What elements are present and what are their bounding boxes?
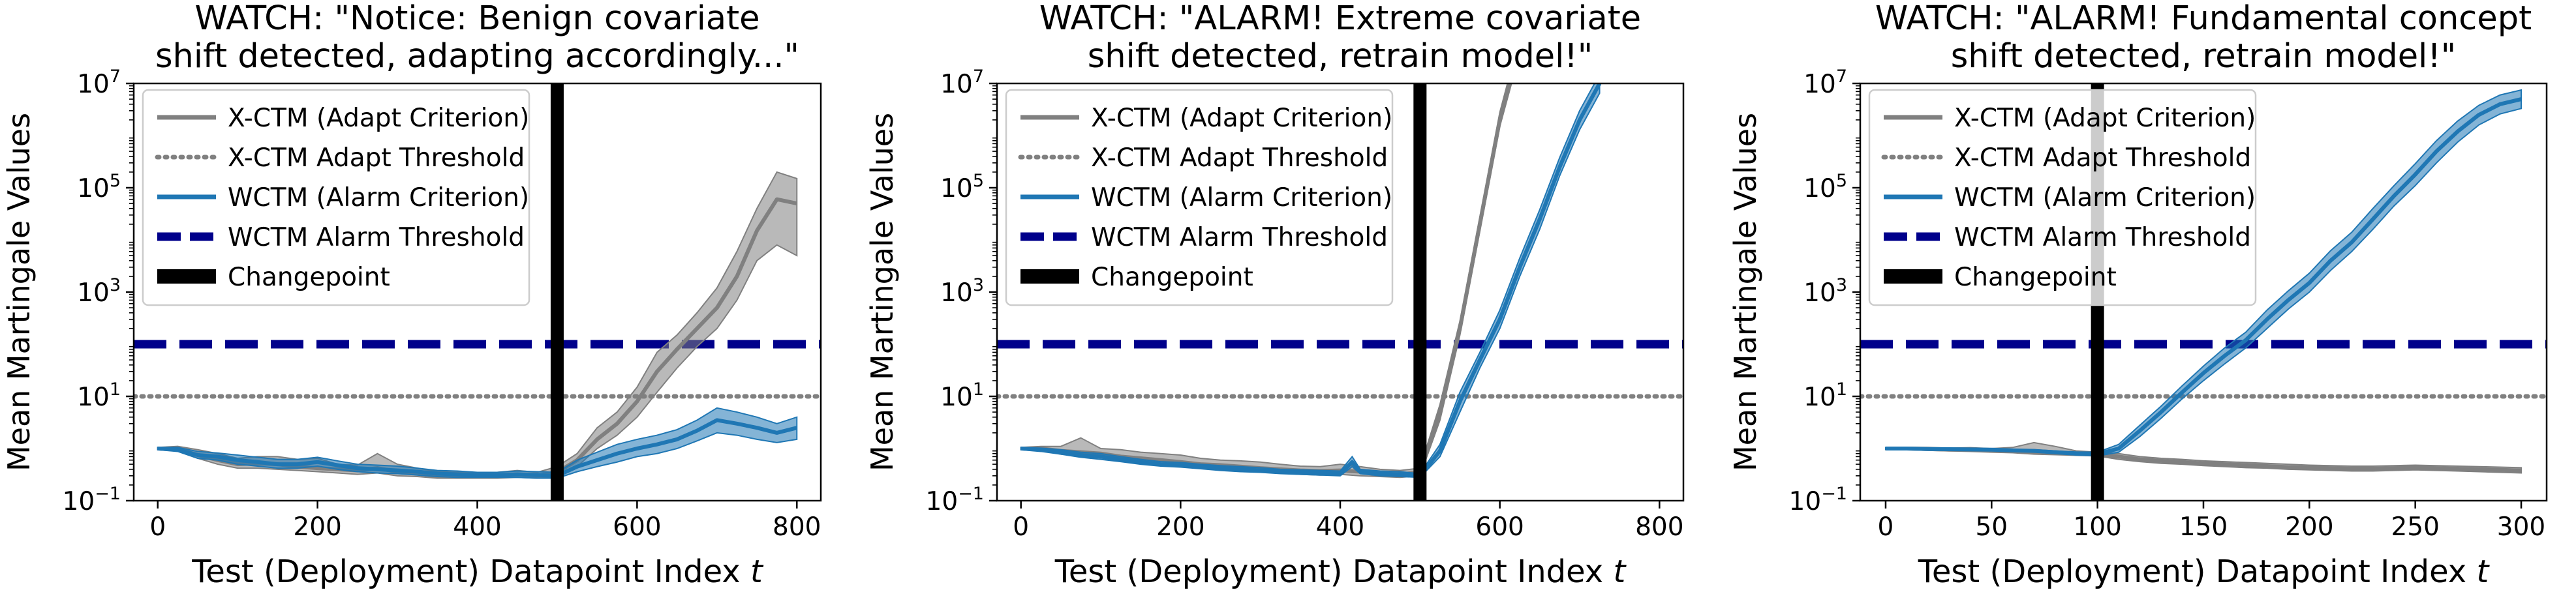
y-tick-label: 103 xyxy=(940,275,984,308)
y-tick-label: 101 xyxy=(940,379,984,412)
y-tick-label: 105 xyxy=(1803,171,1847,203)
y-tick-label: 103 xyxy=(1803,275,1847,308)
xctm-series-line xyxy=(1885,447,2522,473)
x-tick-label: 200 xyxy=(2285,512,2333,542)
x-tick-label: 300 xyxy=(2497,512,2545,542)
x-tick-label: 400 xyxy=(1316,512,1364,542)
legend-entry-label: X-CTM (Adapt Criterion) xyxy=(1954,104,2256,133)
y-tick-label: 101 xyxy=(1803,379,1847,412)
x-tick-label: 0 xyxy=(149,512,166,542)
legend-entry-label: WCTM (Alarm Criterion) xyxy=(1954,183,2256,213)
plot-area xyxy=(997,83,1683,501)
chart-panel-2: 0 200 400 600 800 10−1 101 103 105 107 Test (Deplo… xyxy=(865,0,1685,590)
legend-entry-label: Changepoint xyxy=(1091,263,1253,292)
y-tick-label: 107 xyxy=(77,66,121,99)
x-tick-label: 200 xyxy=(293,512,341,542)
legend-box xyxy=(142,89,530,306)
x-tick-label: 150 xyxy=(2179,512,2228,542)
x-tick-label: 0 xyxy=(1878,512,1894,542)
chart-title-line: shift detected, retrain model!" xyxy=(1951,37,2457,76)
y-tick-label: 105 xyxy=(940,171,984,203)
chart-panel-1: 0 200 400 600 800 10−1 101 103 105 107 Test (Deplo… xyxy=(1,0,822,590)
y-tick-label: 107 xyxy=(1803,66,1847,99)
y-tick-label: 105 xyxy=(77,171,121,203)
legend-entry-label: WCTM (Alarm Criterion) xyxy=(1091,183,1392,213)
legend: X-CTM (Adapt Criterion) X-CTM Adapt Thres… xyxy=(1868,89,2257,306)
y-axis-label: Mean Martingale Values xyxy=(1728,113,1763,471)
y-tick-label: 10−1 xyxy=(1789,484,1847,516)
x-tick-label: 600 xyxy=(613,512,661,542)
x-tick-label: 0 xyxy=(1013,512,1029,542)
legend-entry-label: WCTM Alarm Threshold xyxy=(1954,223,2251,252)
x-tick-label: 250 xyxy=(2391,512,2439,542)
x-tick-label: 600 xyxy=(1475,512,1524,542)
chart-title-line: shift detected, retrain model!" xyxy=(1088,37,1593,76)
legend: X-CTM (Adapt Criterion) X-CTM Adapt Thres… xyxy=(1005,89,1394,306)
legend-entry-label: X-CTM (Adapt Criterion) xyxy=(228,104,529,133)
x-axis-label: Test (Deployment) Datapoint Index t xyxy=(191,553,764,590)
legend-entry-label: Changepoint xyxy=(1954,263,2117,292)
legend-entry-label: WCTM Alarm Threshold xyxy=(1091,223,1388,252)
y-tick-label: 103 xyxy=(77,275,121,308)
x-tick-label: 800 xyxy=(1635,512,1683,542)
y-axis-label: Mean Martingale Values xyxy=(1,113,37,471)
wctm-confidence-band xyxy=(1020,83,1601,479)
chart-title-line: shift detected, adapting accordingly..." xyxy=(155,37,799,76)
wctm-series-line xyxy=(1885,97,2522,456)
y-tick-label: 101 xyxy=(77,379,121,412)
legend-entry-label: WCTM (Alarm Criterion) xyxy=(228,183,529,213)
legend-entry-label: X-CTM Adapt Threshold xyxy=(228,143,525,173)
legend-box xyxy=(1868,89,2257,306)
y-tick-label: 107 xyxy=(940,66,984,99)
legend-entry-label: X-CTM (Adapt Criterion) xyxy=(1091,104,1392,133)
wctm-series-line xyxy=(1020,83,1602,478)
chart-panel-3: 0 50 100 150 200 250 300 10−1 101 103 105 107 Test (… xyxy=(1728,0,2548,590)
y-tick-label: 10−1 xyxy=(926,484,984,516)
wctm-series-line xyxy=(157,418,798,478)
legend-entry-label: WCTM Alarm Threshold xyxy=(228,223,525,252)
x-axis-label: Test (Deployment) Datapoint Index t xyxy=(1054,553,1627,590)
legend: X-CTM (Adapt Criterion) X-CTM Adapt Thres… xyxy=(142,89,530,306)
x-tick-label: 400 xyxy=(453,512,501,542)
legend-entry-label: X-CTM Adapt Threshold xyxy=(1091,143,1388,173)
x-tick-label: 200 xyxy=(1156,512,1204,542)
legend-entry-label: X-CTM Adapt Threshold xyxy=(1954,143,2251,173)
chart-title-line: WATCH: "ALARM! Extreme covariate xyxy=(1039,0,1641,38)
plot-area xyxy=(134,83,821,501)
legend-box xyxy=(1005,89,1394,306)
x-tick-label: 100 xyxy=(2073,512,2121,542)
y-axis-label: Mean Martingale Values xyxy=(865,113,900,471)
x-tick-label: 800 xyxy=(773,512,821,542)
chart-title-line: WATCH: "Notice: Benign covariate xyxy=(194,0,759,38)
legend-entry-label: Changepoint xyxy=(228,263,390,292)
y-tick-label: 10−1 xyxy=(63,484,121,516)
x-axis-label: Test (Deployment) Datapoint Index t xyxy=(1918,553,2491,590)
chart-title-line: WATCH: "ALARM! Fundamental concept xyxy=(1875,0,2532,38)
x-tick-label: 50 xyxy=(1975,512,2008,542)
